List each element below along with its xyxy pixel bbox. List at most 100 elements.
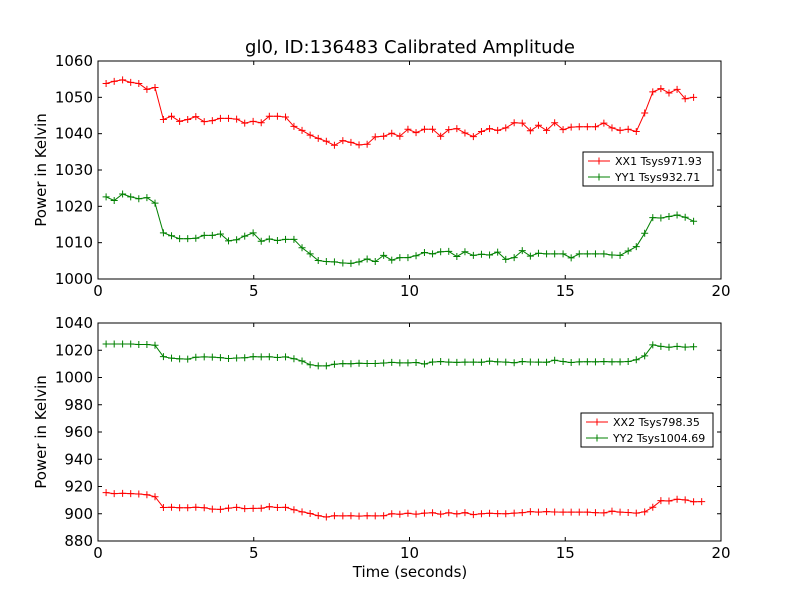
data-point: [632, 356, 640, 364]
data-point: [420, 125, 428, 133]
data-point: [339, 137, 347, 145]
data-point: [649, 214, 657, 222]
data-point: [241, 232, 249, 240]
data-point: [102, 340, 110, 348]
data-point: [690, 93, 698, 101]
data-point: [420, 248, 428, 256]
data-point: [665, 89, 673, 97]
data-point: [143, 341, 151, 349]
data-point: [412, 252, 420, 260]
y-tick-label: 880: [64, 532, 93, 550]
data-point: [127, 490, 135, 498]
data-point: [469, 251, 477, 259]
data-point: [494, 358, 502, 366]
data-point: [298, 508, 306, 516]
data-point: [380, 512, 388, 520]
data-point: [314, 512, 322, 520]
data-point: [526, 127, 534, 135]
bottom-plot-panel: 0 5 10 15 20 880 900 920 940 960 980 1000 1020 1040 Po…: [32, 314, 731, 562]
data-point: [168, 354, 176, 362]
data-point: [371, 258, 379, 266]
data-point: [518, 119, 526, 127]
data-point: [388, 358, 396, 366]
data-point: [665, 213, 673, 221]
data-point: [575, 123, 583, 131]
data-point: [502, 358, 510, 366]
data-point: [437, 510, 445, 518]
data-point: [192, 234, 200, 242]
data-point: [437, 132, 445, 140]
data-point: [429, 125, 437, 133]
data-point: [583, 123, 591, 131]
data-point: [477, 358, 485, 366]
data-point: [396, 254, 404, 262]
data-point: [298, 357, 306, 365]
data-point: [322, 258, 330, 266]
data-point: [477, 250, 485, 258]
data-point: [673, 495, 681, 503]
data-point: [461, 358, 469, 366]
y-tick-label: 920: [64, 478, 93, 496]
data-point: [510, 119, 518, 127]
data-point: [624, 358, 632, 366]
data-point: [151, 493, 159, 501]
data-point: [225, 355, 233, 363]
data-point: [127, 78, 135, 86]
data-point: [649, 88, 657, 96]
data-point: [249, 117, 257, 125]
data-point: [534, 508, 542, 516]
data-point: [665, 343, 673, 351]
data-point: [127, 193, 135, 201]
data-point: [265, 235, 273, 243]
data-point: [404, 359, 412, 367]
data-point: [273, 503, 281, 511]
data-point: [282, 353, 290, 361]
data-point: [690, 343, 698, 351]
data-point: [347, 512, 355, 520]
data-point: [526, 508, 534, 516]
data-point: [184, 355, 192, 363]
data-point: [551, 508, 559, 516]
data-point: [347, 259, 355, 267]
data-point: [445, 126, 453, 134]
x-tick-label: 15: [556, 544, 575, 562]
data-point: [298, 244, 306, 252]
data-point: [314, 134, 322, 142]
data-point: [314, 256, 322, 264]
data-point: [330, 360, 338, 368]
data-point: [486, 357, 494, 365]
data-point: [380, 359, 388, 367]
data-point: [690, 217, 698, 225]
data-point: [168, 503, 176, 511]
x-tick-label: 15: [556, 282, 575, 300]
data-point: [575, 250, 583, 258]
y-tick-label: 940: [64, 450, 93, 468]
data-point: [241, 119, 249, 127]
data-point: [330, 512, 338, 520]
legend-box: [582, 151, 714, 187]
data-point: [591, 123, 599, 131]
data-point: [690, 498, 698, 506]
data-point: [273, 112, 281, 120]
data-point: [698, 498, 706, 506]
data-point: [600, 509, 608, 517]
data-point: [575, 508, 583, 516]
data-point: [510, 509, 518, 517]
data-point: [575, 358, 583, 366]
data-point: [347, 360, 355, 368]
y-tick-label: 980: [64, 396, 93, 414]
data-point: [641, 352, 649, 360]
data-point: [681, 496, 689, 504]
x-tick-label: 20: [711, 544, 730, 562]
data-point: [649, 503, 657, 511]
data-point: [110, 197, 118, 205]
data-point: [380, 251, 388, 259]
data-point: [249, 504, 257, 512]
data-point: [404, 254, 412, 262]
data-point: [282, 503, 290, 511]
data-point: [469, 511, 477, 519]
data-point: [632, 243, 640, 251]
data-point: [135, 80, 143, 88]
data-point: [257, 353, 265, 361]
